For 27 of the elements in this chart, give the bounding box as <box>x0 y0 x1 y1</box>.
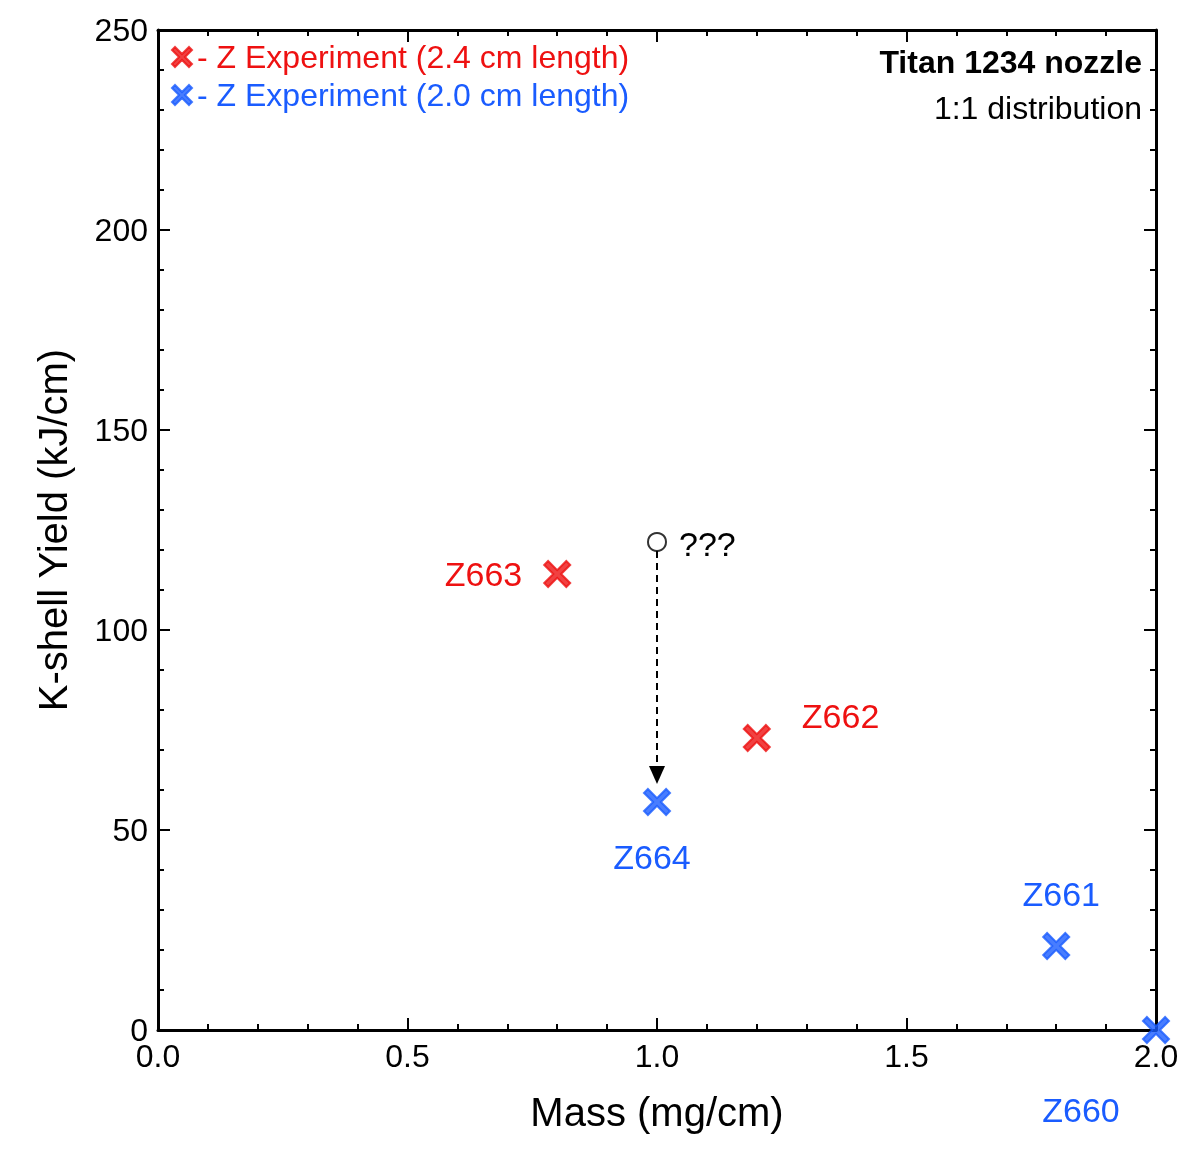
x-axis-title: Mass (mg/cm) <box>530 1090 784 1134</box>
annotation: 1:1 distribution <box>933 90 1142 126</box>
annotation: Z664 <box>613 838 691 876</box>
point <box>742 724 771 752</box>
y-tick-label: 250 <box>94 12 148 48</box>
point <box>1142 1016 1170 1044</box>
y-axis-title: K-shell Yield (kJ/cm) <box>31 348 75 712</box>
y-tick-label: 150 <box>94 412 148 448</box>
legend-label: - Z Experiment (2.4 cm length) <box>197 39 630 75</box>
x-tick-label: 2.0 <box>1133 1038 1179 1074</box>
annotation: Z660 <box>1042 1091 1120 1129</box>
annotation: ??? <box>679 525 736 563</box>
annotation: Titan 1234 nozzle <box>879 44 1142 80</box>
y-tick-label: 200 <box>94 212 148 248</box>
annotation: Z663 <box>444 555 523 593</box>
point <box>1042 932 1071 960</box>
y-tick-label: 100 <box>94 612 148 648</box>
annotation: Z661 <box>1022 875 1100 913</box>
x-tick-label: 0.5 <box>385 1038 430 1074</box>
y-tick-label: 50 <box>112 812 148 848</box>
x-tick-label: 1.5 <box>884 1038 929 1074</box>
point <box>643 788 671 816</box>
annotation: Z662 <box>801 697 880 735</box>
point <box>647 532 667 552</box>
point <box>543 560 572 588</box>
legend-label: - Z Experiment (2.0 cm length) <box>197 77 630 113</box>
x-tick-label: 1.0 <box>634 1038 680 1074</box>
